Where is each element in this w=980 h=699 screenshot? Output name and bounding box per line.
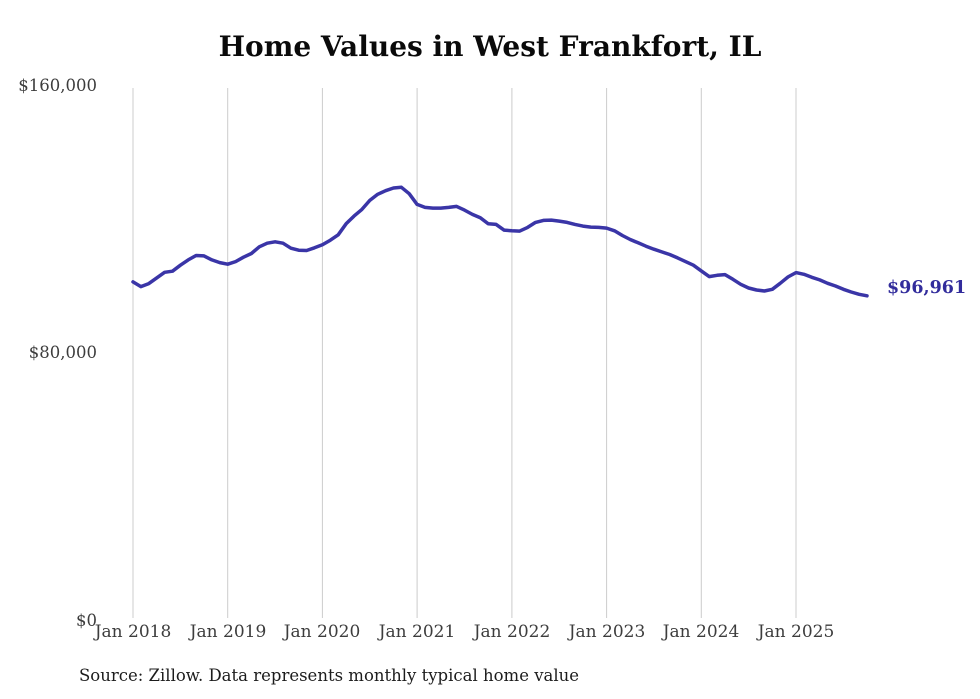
x-axis-tick-jan-2020: Jan 2020 <box>283 622 361 642</box>
gridlines <box>132 88 797 618</box>
y-axis-tick-0: $0 <box>76 611 97 630</box>
x-axis-tick-jan-2023: Jan 2023 <box>568 622 646 642</box>
x-axis-tick-jan-2021: Jan 2021 <box>378 622 456 642</box>
latest-value-label: $96,961 <box>887 278 967 298</box>
source-attribution: Source: Zillow. Data represents monthly … <box>79 666 580 685</box>
x-axis-tick-jan-2024: Jan 2024 <box>662 622 740 642</box>
x-axis-tick-jan-2025: Jan 2025 <box>757 622 835 642</box>
y-axis-tick-80000: $80,000 <box>28 343 97 362</box>
x-axis-tick-jan-2019: Jan 2019 <box>189 622 267 642</box>
y-axis-tick-160000: $160,000 <box>18 76 97 95</box>
x-axis-tick-jan-2018: Jan 2018 <box>94 622 172 642</box>
chart-title: Home Values in West Frankfort, IL <box>218 30 762 63</box>
x-axis-tick-jan-2022: Jan 2022 <box>473 622 551 642</box>
home-value-line <box>131 185 869 298</box>
